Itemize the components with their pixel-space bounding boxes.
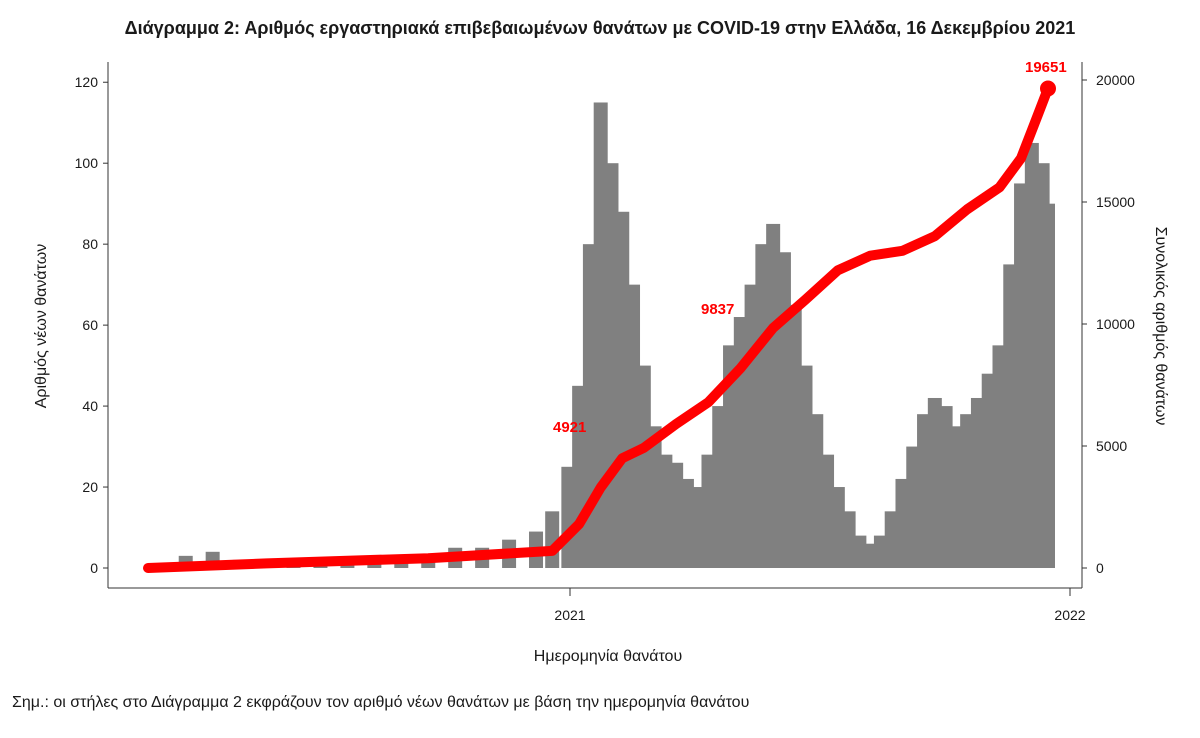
bar-52 — [949, 426, 964, 568]
ticks-layer: 0 20 40 60 80 100 120 0 5000 10000 15000 20000 2021 2… — [75, 72, 1136, 623]
x-tick-label-0: 2021 — [554, 607, 585, 623]
bar-28 — [690, 487, 705, 568]
bar-39 — [809, 414, 824, 568]
bar-30 — [712, 406, 727, 568]
y-tick-label-6: 120 — [75, 74, 99, 90]
bar-7 — [340, 563, 355, 568]
bar-43 — [852, 535, 867, 568]
bar-18 — [582, 244, 597, 568]
bar-40 — [820, 454, 835, 568]
y2-tick-label-1: 5000 — [1096, 438, 1127, 454]
y2-tick-label-0: 0 — [1096, 560, 1104, 576]
y-tick-label-0: 0 — [90, 560, 98, 576]
y-tick-label-1: 20 — [82, 479, 98, 495]
bar-41 — [830, 487, 845, 568]
bar-54 — [970, 397, 985, 568]
y2-tick-label-2: 10000 — [1096, 316, 1135, 332]
bar-24 — [647, 426, 662, 568]
y2-tick-label-4: 20000 — [1096, 72, 1135, 88]
bar-35 — [766, 223, 781, 569]
bar-57 — [1003, 264, 1018, 568]
bar-56 — [992, 345, 1007, 568]
y-axis-label-left: Αριθμός νέων θανάτων — [33, 243, 50, 409]
bar-22 — [626, 284, 641, 568]
y-tick-label-4: 80 — [82, 236, 98, 252]
bar-59 — [1024, 142, 1039, 568]
bar-32 — [733, 317, 748, 568]
bar-36 — [776, 252, 791, 569]
bar-34 — [755, 244, 770, 568]
chart-title: Διάγραμμα 2: Αριθμός εργαστηριακά επιβεβ… — [124, 18, 1076, 38]
bar-45 — [873, 535, 888, 568]
bar-58 — [1014, 183, 1029, 568]
bar-23 — [636, 365, 651, 568]
bar-47 — [895, 478, 910, 568]
annotation-0: 4921 — [553, 419, 586, 436]
bar-42 — [841, 511, 856, 568]
bar-26 — [669, 462, 684, 568]
footnote: Σημ.: οι στήλες στο Διάγραμμα 2 εκφράζου… — [12, 694, 750, 711]
cumulative-line-layer — [143, 80, 1056, 573]
x-axis-label: Ημερομηνία θανάτου — [533, 648, 683, 665]
bar-8 — [367, 563, 382, 568]
annotation-2: 19651 — [1025, 59, 1067, 76]
bar-46 — [884, 511, 899, 568]
bar-51 — [938, 406, 953, 568]
cumulative-end-dot — [1040, 80, 1056, 97]
bar-31 — [723, 345, 738, 568]
bar-44 — [863, 543, 878, 568]
bar-21 — [615, 211, 630, 568]
annotation-1: 9837 — [701, 301, 734, 318]
y-tick-label-2: 40 — [82, 398, 98, 414]
bars-layer — [151, 102, 1055, 569]
y-tick-label-5: 100 — [75, 155, 99, 171]
bar-38 — [798, 365, 813, 568]
annotations-layer: 4921 9837 19651 — [553, 59, 1067, 436]
bar-49 — [917, 414, 932, 568]
bar-29 — [701, 454, 716, 568]
bar-50 — [927, 397, 942, 568]
bar-27 — [679, 478, 694, 568]
bar-25 — [658, 454, 673, 568]
y-tick-label-3: 60 — [82, 317, 98, 333]
bar-61 — [1041, 203, 1055, 568]
bar-37 — [787, 304, 802, 568]
cumulative-line — [143, 83, 1053, 573]
x-tick-label-1: 2022 — [1054, 607, 1085, 623]
y-axis-label-right: Συνολικός αριθμός θανάτων — [1152, 226, 1169, 426]
bar-19 — [593, 102, 608, 568]
y2-tick-label-3: 15000 — [1096, 194, 1135, 210]
bar-53 — [960, 414, 975, 568]
bar-48 — [906, 446, 921, 568]
bar-55 — [981, 373, 996, 568]
